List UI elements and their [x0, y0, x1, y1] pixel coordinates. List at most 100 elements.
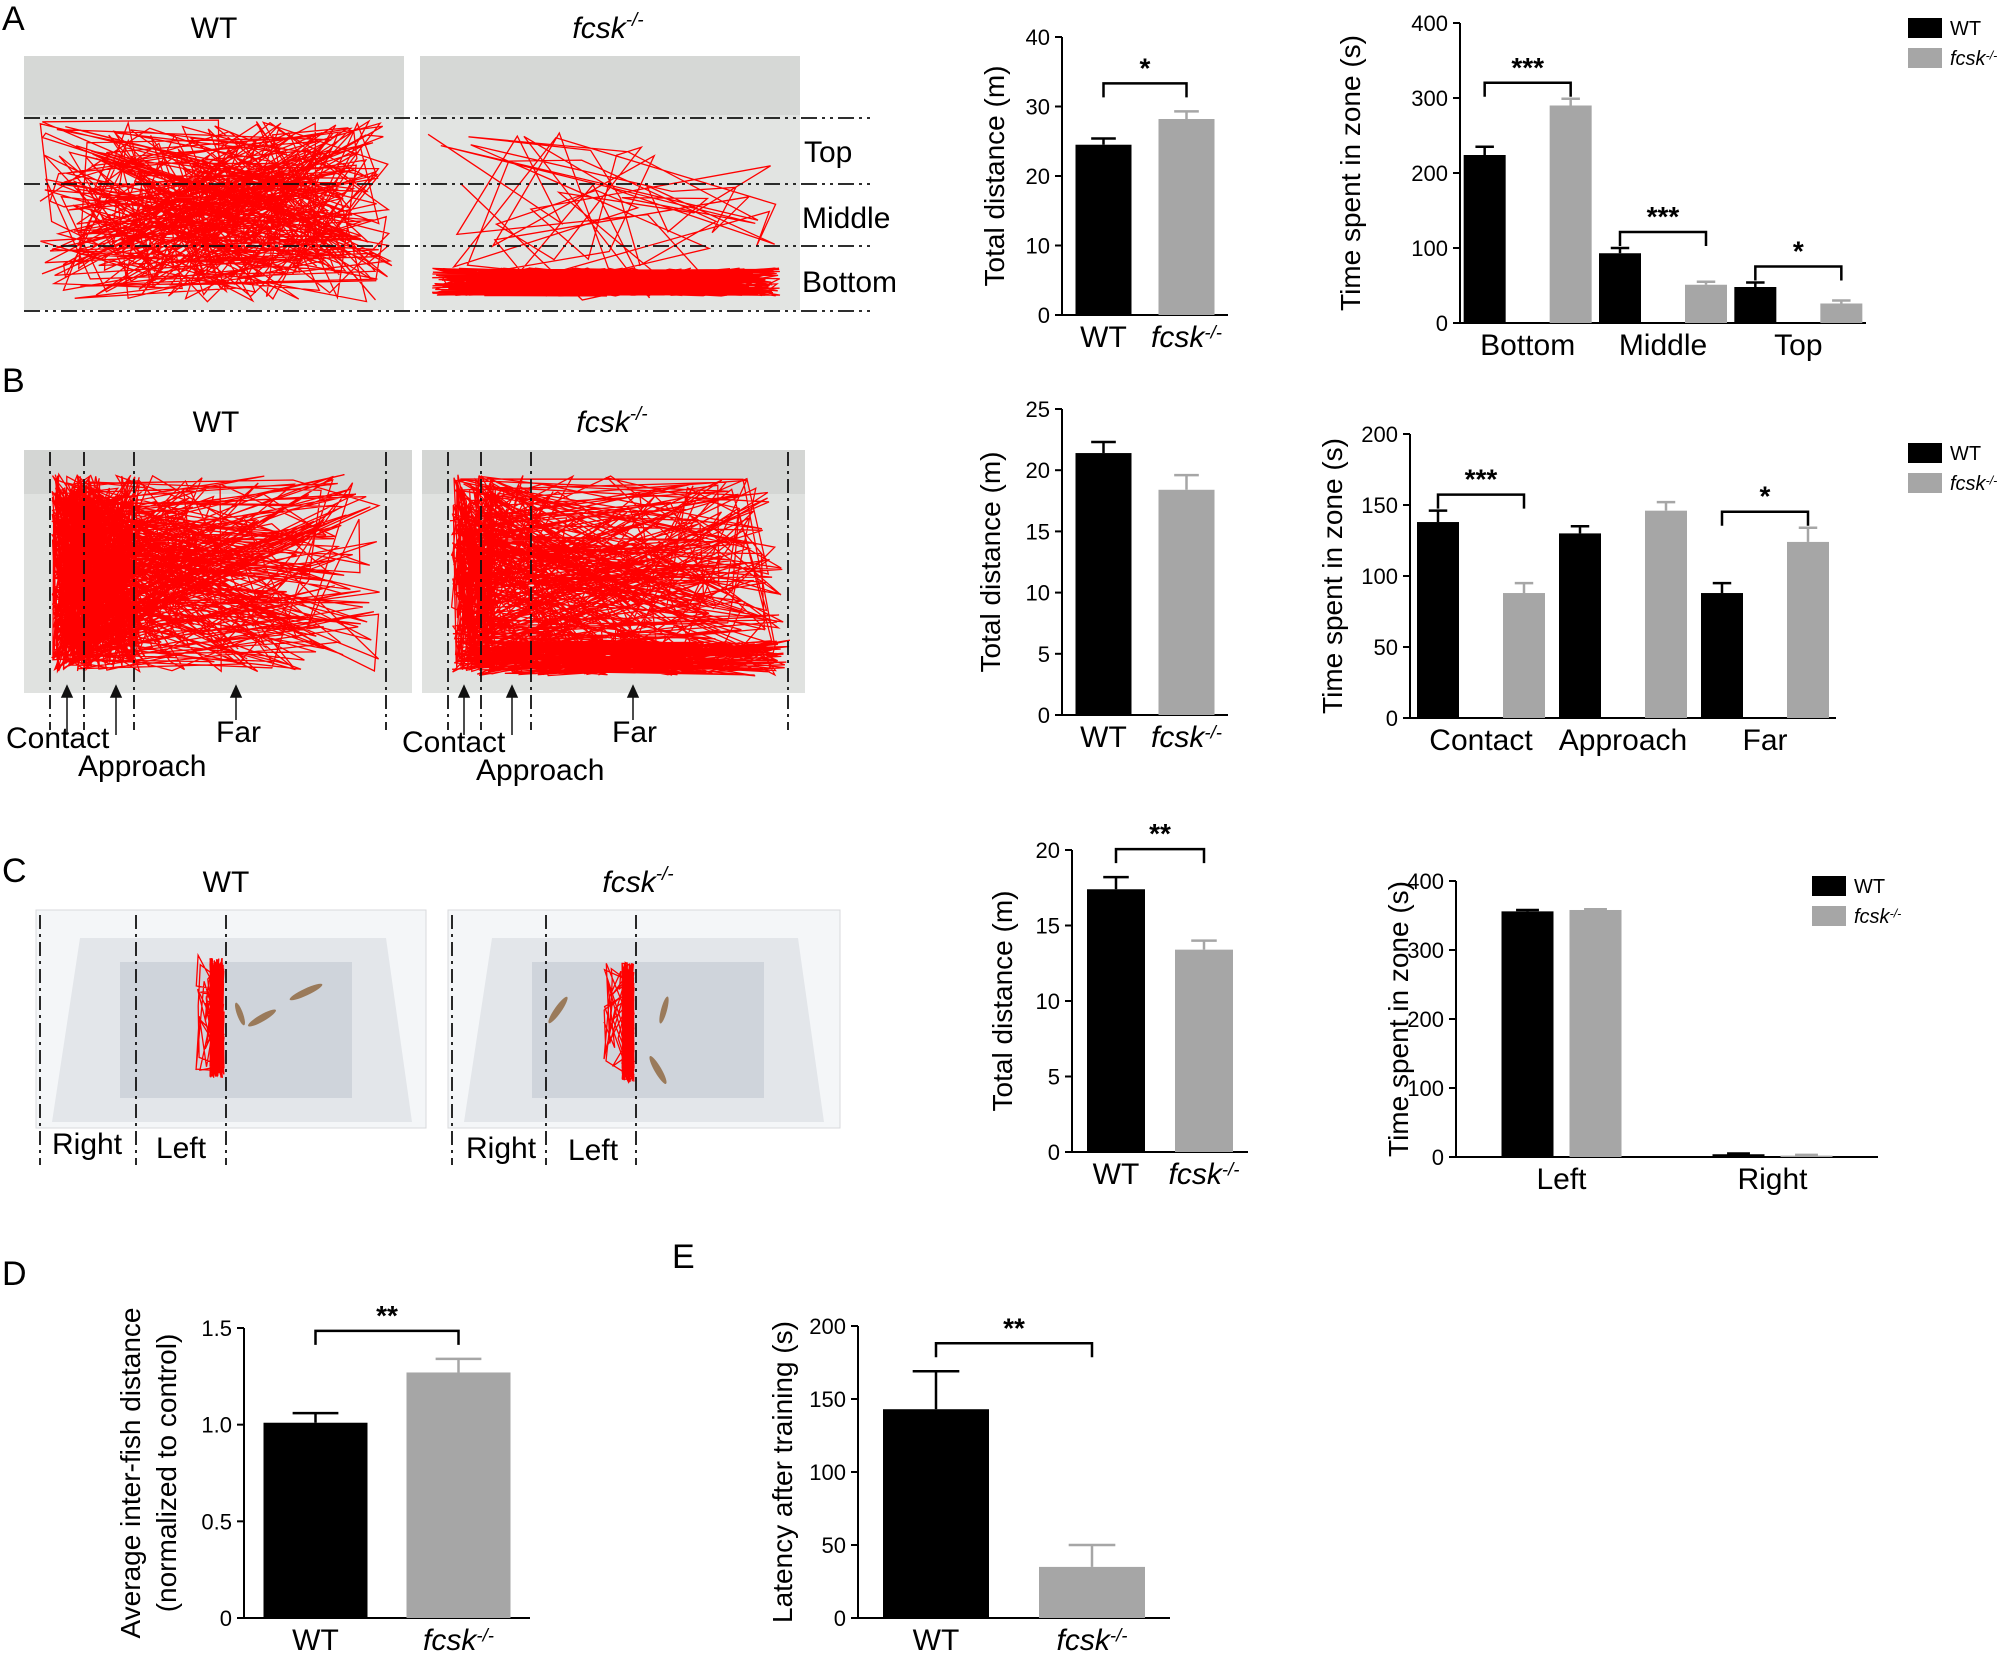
significance-bracket	[1483, 81, 1572, 97]
track-title-wt: WT	[193, 406, 240, 439]
track-title-wt: WT	[203, 866, 250, 899]
swim-path	[427, 131, 777, 301]
y-tick-label: 10	[1026, 581, 1050, 606]
y-tick-label: 100	[809, 1460, 846, 1485]
zone-label-contact: Contact	[402, 726, 506, 759]
y-tick-label: 40	[1026, 25, 1050, 50]
y-axis-label-2: (normalized to control)	[151, 1334, 182, 1613]
tray-water-wt	[120, 962, 352, 1098]
y-tick-label: 150	[809, 1387, 846, 1412]
y-axis-label: Total distance (m)	[975, 452, 1006, 673]
zone-label-far: Far	[612, 716, 657, 749]
x-tick-label-superscript: -/-	[1110, 1625, 1128, 1646]
significance-label: ***	[1511, 52, 1544, 83]
legend: WT fcsk-/-	[1908, 443, 1997, 495]
panel-labels: A B C D E	[2, 0, 695, 1293]
bar-wt	[1417, 522, 1459, 718]
x-tick-label-text: fcsk	[1151, 321, 1206, 354]
swim-track-ko	[449, 474, 791, 677]
panel-b-tracks: WT fcsk-/- Contact Approach Far Contact …	[6, 404, 805, 787]
legend-label-ko-text: fcsk	[1854, 906, 1891, 928]
swim-path	[449, 474, 786, 673]
significance-label: *	[1760, 481, 1771, 512]
x-tick-label: Middle	[1619, 329, 1707, 362]
legend-swatch-ko	[1908, 48, 1942, 68]
bar-wt	[1463, 155, 1506, 323]
panel-label-e: E	[672, 1238, 695, 1276]
y-tick-label: 100	[1361, 564, 1398, 589]
bar-wt	[1599, 253, 1641, 323]
x-tick-label-superscript: -/-	[1204, 322, 1222, 343]
bar-ko	[1158, 489, 1215, 715]
fish	[235, 983, 669, 1084]
bar-ko	[1175, 949, 1233, 1152]
track-title-ko: fcsk-/-	[602, 864, 673, 899]
significance-bracket	[1436, 493, 1526, 509]
legend-label-ko-text: fcsk	[1950, 48, 1987, 70]
legend-label-ko: fcsk-/-	[1950, 48, 1997, 70]
legend-label-ko-text: fcsk	[1950, 473, 1987, 495]
x-tick-label: Bottom	[1480, 329, 1575, 362]
swim-path	[195, 952, 225, 1072]
legend-label-ko: fcsk-/-	[1854, 906, 1901, 928]
bar-ko	[1158, 119, 1215, 315]
x-tick-label: WT	[1080, 321, 1127, 354]
x-tick-label: Left	[1536, 1163, 1587, 1196]
x-tick-label-superscript: -/-	[476, 1625, 494, 1646]
swim-track-ko	[427, 131, 781, 301]
x-tick-label-text: fcsk	[423, 1624, 478, 1657]
chart-a-total-distance: 0 10 20 30 40 Total distance (m) WT fcsk-/- *	[979, 25, 1228, 354]
legend-label-ko: fcsk-/-	[1950, 473, 1997, 495]
legend-swatch-wt	[1908, 18, 1942, 38]
y-tick-label: 200	[809, 1314, 846, 1339]
y-tick-label: 300	[1407, 938, 1444, 963]
bar-wt	[883, 1409, 989, 1618]
zone-label-far: Far	[216, 716, 261, 749]
panel-label-b: B	[2, 362, 25, 400]
significance-bracket	[1754, 265, 1843, 281]
track-title-wt: WT	[191, 12, 238, 45]
y-tick-label: 10	[1026, 234, 1050, 259]
y-tick-label: 20	[1026, 458, 1050, 483]
swim-path	[603, 963, 635, 1078]
y-tick-label: 50	[822, 1533, 846, 1558]
y-tick-label: 0	[1432, 1145, 1444, 1170]
swim-path	[50, 472, 381, 674]
bar-wt	[1075, 453, 1132, 715]
y-tick-label: 0.5	[201, 1509, 232, 1534]
y-tick-label: 0	[1038, 703, 1050, 728]
chart-d-inter-fish-distance: 0 0.5 1.0 1.5 Average inter-fish distance (no…	[115, 1300, 530, 1657]
bar-ko	[1569, 909, 1622, 1157]
y-tick-label: 200	[1407, 1007, 1444, 1032]
chart-e-latency: 0 50 100 150 200 Latency after training (s) WT…	[767, 1312, 1170, 1657]
swim-path	[452, 639, 791, 677]
legend-swatch-ko	[1908, 473, 1942, 493]
x-tick-label: fcsk-/-	[1151, 721, 1222, 754]
significance-bracket	[1618, 230, 1708, 246]
bar-ko	[1820, 303, 1863, 323]
x-tick-label-superscript: -/-	[1222, 1159, 1240, 1180]
y-tick-label: 1.0	[201, 1413, 232, 1438]
x-tick-label: fcsk-/-	[1151, 321, 1222, 354]
x-tick-label-text: fcsk	[1169, 1158, 1224, 1191]
legend-label-ko-superscript: -/-	[1986, 48, 1998, 62]
bar-wt	[1559, 533, 1601, 718]
zone-label-middle: Middle	[802, 202, 890, 235]
bar-wt	[1712, 1154, 1765, 1157]
bar-wt	[1087, 889, 1145, 1152]
y-tick-label: 300	[1411, 86, 1448, 111]
panel-label-a: A	[2, 0, 25, 38]
zone-label-top: Top	[804, 136, 852, 169]
bar-wt	[1075, 144, 1132, 315]
x-tick-label: WT	[1080, 721, 1127, 754]
y-tick-label: 100	[1407, 1076, 1444, 1101]
zone-lines	[49, 452, 789, 730]
x-tick-label: WT	[913, 1624, 960, 1657]
y-tick-label: 150	[1361, 493, 1398, 518]
swim-track-wt	[195, 952, 225, 1078]
significance-bracket	[314, 1329, 460, 1345]
bar-ko	[1645, 510, 1687, 718]
y-axis-label: Total distance (m)	[979, 66, 1010, 287]
x-tick-label: fcsk-/-	[423, 1624, 494, 1657]
y-tick-label: 400	[1407, 869, 1444, 894]
